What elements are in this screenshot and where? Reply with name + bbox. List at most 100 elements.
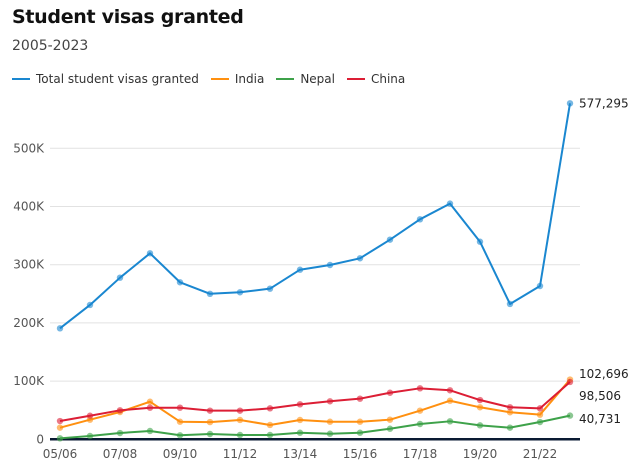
x-tick-label: 13/14 [283,447,318,461]
data-point [146,250,154,257]
data-point [86,301,94,309]
end-value-label: 98,506 [579,389,621,403]
data-point [56,417,64,425]
x-tick-label: 15/16 [343,447,378,461]
data-point [416,420,424,428]
data-point [536,411,544,418]
y-tick-label: 200K [13,316,45,330]
data-point [416,216,424,223]
series-line-total-student-visas-granted [59,103,571,330]
data-point [476,422,484,429]
legend-item[interactable]: Total student visas granted [12,72,199,86]
data-point [236,416,244,424]
x-tick-label: 09/10 [163,447,198,461]
data-point [506,424,514,431]
data-point [536,418,544,426]
legend-swatch [210,78,229,80]
data-point [56,435,64,442]
data-point [446,418,454,425]
data-point [116,429,124,437]
legend-label: China [370,72,406,86]
data-point [206,418,214,426]
data-point [386,416,394,423]
data-point [206,430,214,438]
legend-item[interactable]: China [346,72,406,86]
data-point [326,430,334,437]
x-tick-label: 17/18 [403,447,438,461]
x-tick-label: 07/08 [103,447,138,461]
data-point [506,409,514,416]
legend-swatch [346,78,365,80]
data-point [566,100,574,107]
legend-swatch [12,78,30,80]
data-point [176,432,184,439]
chart-subtitle: 2005-2023 [12,38,89,54]
data-point [416,385,424,392]
data-point [446,200,454,207]
end-value-label: 102,696 [579,367,629,381]
data-point [506,300,514,308]
data-point [176,404,184,411]
legend-item[interactable]: India [210,72,265,86]
data-point [356,429,364,436]
series-line-china [59,381,571,423]
data-point [416,407,424,414]
data-point [236,407,244,414]
data-point [386,236,394,243]
data-point [206,407,214,414]
data-point [386,389,394,396]
legend-item[interactable]: Nepal [276,72,335,86]
data-point [146,427,154,435]
series-line-india [59,378,571,429]
data-point [56,424,64,431]
legend-label: India [234,72,265,86]
data-point [536,405,544,412]
data-point [266,431,274,439]
data-point [296,266,304,273]
data-point [236,431,244,439]
y-tick-label: 300K [13,258,45,272]
data-point [176,279,184,286]
legend-label: Total student visas granted [36,72,199,86]
end-value-label: 40,731 [579,412,621,426]
chart-title: Student visas granted [12,6,244,28]
data-point [326,418,334,425]
data-point [86,412,94,419]
x-tick-label: 21/22 [523,447,558,461]
data-point [476,404,484,411]
series-line-nepal [59,414,571,440]
data-point [326,261,334,269]
data-point [146,398,154,405]
data-point [266,285,274,292]
data-point [356,255,364,262]
data-point [266,405,274,412]
data-point [476,396,484,404]
data-point [266,421,274,429]
data-point [536,282,544,290]
data-point [506,404,514,411]
data-point [206,290,214,297]
data-point [296,416,304,424]
data-point [296,429,304,436]
data-point [86,432,94,440]
data-point [476,238,484,245]
legend-swatch [276,78,295,80]
y-tick-label: 0 [36,432,44,446]
legend-label: Nepal [300,72,335,86]
y-tick-label: 400K [13,200,45,214]
end-value-label: 577,295 [579,96,629,110]
data-point [446,387,454,394]
data-point [356,395,364,402]
data-point [566,412,574,419]
legend: Total student visas granted India Nepal Chi… [12,72,405,86]
data-point [326,398,334,405]
data-point [566,378,574,386]
x-tick-label: 05/06 [43,447,78,461]
data-point [116,274,124,281]
data-point [356,418,364,425]
data-point [236,289,244,296]
data-point [56,325,64,332]
y-tick-label: 500K [13,141,45,155]
data-point [446,397,454,404]
